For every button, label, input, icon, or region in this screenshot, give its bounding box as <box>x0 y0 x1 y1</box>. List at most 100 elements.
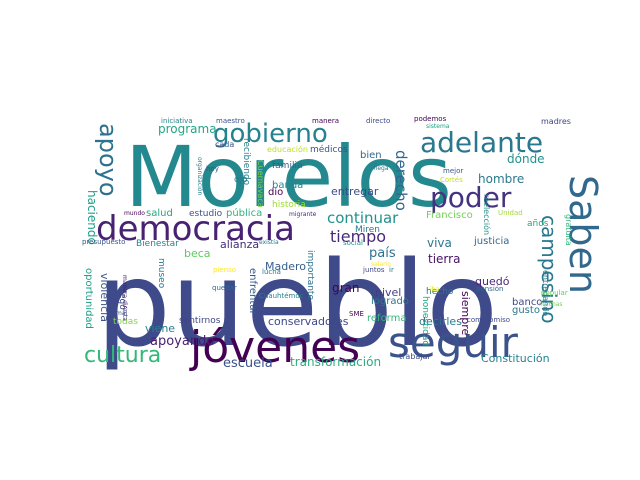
cloud-word-cultura: cultura <box>84 343 161 368</box>
cloud-word-miren: Miren <box>355 225 380 235</box>
cloud-word-podemos: podemos <box>414 115 447 123</box>
cloud-word-seguir: seguir <box>388 318 519 367</box>
cloud-word-educación: educación <box>267 144 308 154</box>
cloud-word-sistema: sistema <box>426 123 450 130</box>
cloud-word-democracia: democracia <box>96 209 295 249</box>
cloud-word-tiempo: tiempo <box>330 227 386 246</box>
cloud-word-organización: organización <box>196 157 203 195</box>
cloud-word-pensión: pensión <box>476 285 504 293</box>
cloud-word-transformación: transformación <box>290 355 381 369</box>
cloud-word-dónde: dónde <box>507 152 545 166</box>
cloud-word-logrado: logrado <box>371 296 409 307</box>
cloud-word-programa: programa <box>158 122 217 136</box>
cloud-word-salario: salario <box>371 261 391 268</box>
cloud-word-alianza: alianza <box>220 238 259 251</box>
cloud-word-bien: bien <box>360 150 382 161</box>
cloud-word-saben: Saben <box>561 175 605 294</box>
cloud-word-migrante: migrante <box>289 211 317 218</box>
cloud-word-cortés: Cortés <box>440 176 463 184</box>
cloud-word-dio: dio <box>268 187 283 198</box>
cloud-word-juntos: juntos <box>362 266 385 274</box>
cloud-word-viene: viene <box>145 322 175 335</box>
cloud-word-todas: todas <box>113 317 138 327</box>
cloud-word-hombre: hombre <box>478 172 524 186</box>
cloud-word-entregar: entregar <box>331 185 379 198</box>
cloud-word-madres: madres <box>541 117 571 126</box>
cloud-word-constitución: Constitución <box>481 352 550 365</box>
cloud-word-lucha: lucha <box>262 268 281 276</box>
cloud-word-banda: banda <box>272 180 303 191</box>
cloud-word-reforma: reforma <box>367 313 407 324</box>
cloud-word-pueblo: pueblo <box>96 235 498 373</box>
cloud-word-importante: importante <box>305 250 315 300</box>
cloud-word-quedar: quedar <box>212 284 237 292</box>
cloud-word-derecho: derecho <box>392 150 410 211</box>
cloud-word-familia: familia <box>272 161 302 171</box>
cloud-word-llega: llega <box>374 165 389 172</box>
cloud-word-mal: mal <box>116 310 128 317</box>
cloud-background <box>80 110 560 370</box>
cloud-word-trabajar: trabajar <box>399 352 431 361</box>
cloud-word-jóvenes: jóvenes <box>189 322 360 373</box>
cloud-word-país: país <box>369 246 396 261</box>
cloud-word-pública: pública <box>226 207 262 219</box>
cloud-word-viva: viva <box>427 236 452 250</box>
cloud-word-gusto: gusto <box>512 305 540 316</box>
cloud-word-violencia: violencia <box>98 273 111 322</box>
cloud-word-presupuesto: presupuesto <box>82 238 125 246</box>
cloud-word-años: años <box>527 219 549 229</box>
cloud-word-unidad: Unidad <box>498 209 523 217</box>
cloud-word-quedó: quedó <box>475 275 510 288</box>
cloud-word-cuauhtémoc: Cuauhtémoc <box>259 292 304 300</box>
cloud-word-bienestar: Bienestar <box>136 239 179 249</box>
cloud-word-nivel: nivel <box>375 286 401 299</box>
cloud-word-banco: banco <box>512 297 542 308</box>
cloud-word-popular: popular <box>541 289 568 297</box>
cloud-word-mejor: mejor <box>443 167 463 175</box>
cloud-word-estudio: estudio <box>189 209 223 219</box>
cloud-word-pienso: pienso <box>213 266 236 274</box>
cloud-word-entregando: entregando <box>541 270 550 316</box>
cloud-word-apoyo: apoyo <box>94 123 122 197</box>
cloud-word-oportunidad: oportunidad <box>83 268 94 329</box>
cloud-word-decirles: decirles <box>419 315 462 328</box>
cloud-word-poder: poder <box>430 181 512 214</box>
cloud-word-reelección: reelección <box>482 194 492 235</box>
cloud-word-apoyando: apoyando <box>150 334 214 349</box>
cloud-word-manera: manera <box>312 117 339 125</box>
cloud-word-gratuita: gratuita <box>564 214 573 246</box>
cloud-word-conservadores: conservadores <box>268 315 349 328</box>
cloud-word-museo: museo <box>156 258 166 289</box>
cloud-word-maestro: maestro <box>216 117 245 125</box>
cloud-word-mundo: mundo <box>124 210 145 217</box>
cloud-word-gobierno: gobierno <box>213 119 328 149</box>
cloud-word-ojo: ojo <box>234 175 248 185</box>
cloud-word-beca: beca <box>184 247 211 260</box>
cloud-word-escuela: escuela <box>223 356 273 371</box>
cloud-word-iba: iba <box>430 286 439 293</box>
cloud-word-cuernavaca: Cuernavaca <box>256 160 265 208</box>
cloud-word-social: social <box>343 239 363 247</box>
cloud-word-sme: SME <box>349 310 364 318</box>
cloud-word-gran: gran <box>332 281 360 295</box>
cloud-word-salud: salud <box>146 208 173 219</box>
cloud-word-llegó: llegó <box>117 288 128 310</box>
cloud-word-hoy: hoy <box>206 165 219 173</box>
cloud-word-cada: cada <box>215 140 234 149</box>
cloud-word-campesino: campesino <box>537 215 561 324</box>
cloud-word-iniciativa: iniciativa <box>161 117 193 125</box>
cloud-word-médicos: médicos <box>310 144 348 155</box>
cloud-word-ir: ir <box>389 266 394 274</box>
cloud-word-recibiendo: recibiendo <box>241 138 251 186</box>
cloud-word-muchas: muchas <box>539 301 563 308</box>
cloud-word-compromiso: compromiso <box>467 316 510 324</box>
cloud-word-justicia: justicia <box>473 236 509 247</box>
cloud-word-directo: directo <box>366 117 390 125</box>
cloud-word-haciendo: haciendo <box>85 190 99 245</box>
cloud-word-sentirnos: sentirnos <box>179 316 221 326</box>
cloud-word-historia: historia <box>272 200 306 210</box>
cloud-word-adelante: adelante <box>420 126 543 159</box>
cloud-word-existía: existía <box>259 239 279 246</box>
